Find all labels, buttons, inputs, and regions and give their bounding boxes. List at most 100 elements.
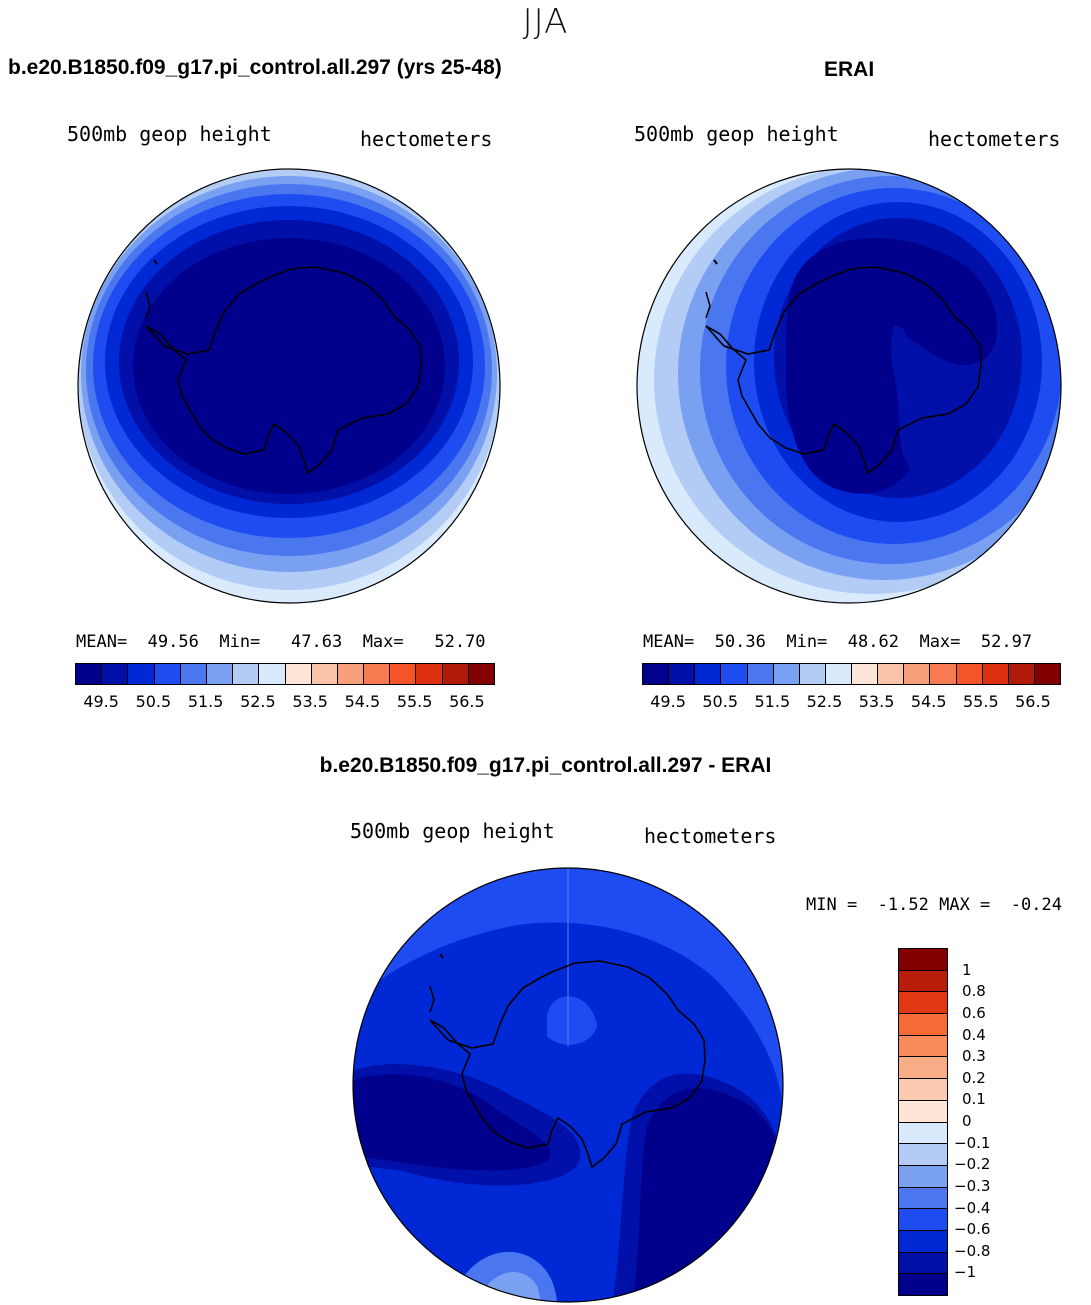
colorbar-tick-label: −1: [954, 1263, 977, 1282]
obs-colorbar-labels: 49.5 50.5 51.5 52.5 53.5 54.5 55.5 56.5: [642, 692, 1059, 712]
colorbar-tick-label: 49.5: [650, 692, 686, 711]
colorbar-tick-label: −0.1: [954, 1133, 991, 1152]
colorbar-swatch: [899, 1079, 947, 1101]
colorbar-tick-label: 0: [962, 1112, 972, 1130]
colorbar-swatch: [899, 1057, 947, 1080]
colorbar-swatch: [259, 664, 286, 684]
colorbar-swatch: [899, 970, 947, 993]
colorbar-swatch: [747, 664, 774, 684]
diff-units-label: hectometers: [644, 824, 777, 848]
colorbar-tick-label: −0.8: [954, 1241, 991, 1260]
colorbar-swatch: [416, 664, 443, 684]
obs-max-value: 52.97: [980, 632, 1033, 652]
colorbar-swatch: [899, 1014, 947, 1036]
colorbar-swatch: [442, 664, 469, 684]
diff-colorbar-labels: 1 0.8 0.6 0.4 0.3 0.2 0.1 0 −0.1 −0.2 −0.3 −0.4 −0.6…: [954, 948, 1046, 1294]
colorbar-swatch: [1034, 664, 1060, 684]
obs-stats: MEAN= 50.36 Min= 48.62 Max= 52.97: [643, 632, 1032, 652]
colorbar-swatch: [899, 992, 947, 1015]
colorbar-swatch: [364, 664, 391, 684]
model-colorbar-labels: 49.5 50.5 51.5 52.5 53.5 54.5 55.5 56.5: [75, 692, 493, 712]
model-polar-map: [77, 168, 501, 604]
obs-min-value: 48.62: [847, 632, 899, 652]
model-mean-value: 49.56: [147, 632, 199, 652]
colorbar-tick-label: 53.5: [858, 692, 895, 711]
colorbar-tick-label: 0.3: [962, 1047, 986, 1066]
colorbar-swatch: [899, 949, 947, 971]
colorbar-swatch: [899, 1144, 947, 1166]
model-mean-label: MEAN=: [76, 632, 128, 652]
colorbar-tick-label: 0.1: [962, 1090, 986, 1109]
colorbar-tick-label: 50.5: [135, 692, 172, 711]
model-stats: MEAN= 49.56 Min= 47.63 Max= 52.70: [76, 632, 486, 652]
colorbar-swatch: [180, 664, 207, 684]
colorbar-swatch: [76, 664, 103, 684]
model-max-label: Max=: [362, 632, 404, 652]
colorbar-tick-label: 55.5: [963, 692, 999, 711]
colorbar-tick-label: 51.5: [754, 692, 791, 711]
colorbar-swatch: [899, 1209, 947, 1231]
colorbar-swatch: [721, 664, 748, 684]
obs-units-label: hectometers: [928, 127, 1061, 151]
colorbar-swatch: [899, 1187, 947, 1210]
diff-min-label: MIN =: [806, 895, 858, 915]
colorbar-tick-label: 52.5: [806, 692, 843, 711]
colorbar-swatch: [956, 664, 983, 684]
diff-colorbar: [898, 948, 948, 1296]
colorbar-tick-label: 1: [962, 960, 972, 979]
colorbar-tick-label: 0.8: [962, 982, 986, 1001]
obs-mean-value: 50.36: [714, 632, 766, 652]
colorbar-swatch: [799, 664, 826, 684]
colorbar-tick-label: 52.5: [240, 692, 276, 711]
colorbar-swatch: [899, 1252, 947, 1275]
diff-max-value: -0.24: [1010, 895, 1062, 915]
obs-max-label: Max=: [919, 632, 961, 652]
colorbar-swatch: [311, 664, 338, 684]
colorbar-tick-label: −0.4: [954, 1198, 991, 1217]
colorbar-swatch: [154, 664, 181, 684]
colorbar-tick-label: 50.5: [702, 692, 738, 711]
colorbar-swatch: [285, 664, 312, 684]
colorbar-tick-label: 0.6: [962, 1003, 986, 1022]
colorbar-tick-label: 54.5: [910, 692, 947, 711]
colorbar-tick-label: −0.6: [954, 1220, 991, 1239]
colorbar-swatch: [930, 664, 957, 684]
colorbar-tick-label: 55.5: [396, 692, 433, 711]
obs-colorbar: [642, 663, 1061, 685]
diff-variable-label: 500mb geop height: [350, 819, 555, 843]
colorbar-swatch: [337, 664, 365, 684]
diff-polar-map: [352, 867, 784, 1303]
obs-mean-label: MEAN=: [643, 632, 695, 652]
colorbar-swatch: [1008, 664, 1035, 684]
colorbar-swatch: [899, 1035, 947, 1058]
season-title: JJA: [522, 2, 569, 42]
colorbar-swatch: [128, 664, 155, 684]
colorbar-swatch: [643, 664, 670, 684]
diff-stats: MIN = -1.52 MAX = -0.24: [806, 895, 1062, 915]
model-colorbar: [75, 663, 495, 685]
model-panel-title: b.e20.B1850.f09_g17.pi_control.all.297 (…: [8, 56, 502, 79]
model-units-label: hectometers: [360, 127, 493, 151]
colorbar-swatch: [899, 1165, 947, 1188]
colorbar-tick-label: 0.4: [962, 1025, 986, 1044]
colorbar-tick-label: −0.2: [954, 1155, 991, 1174]
model-min-value: 47.63: [291, 632, 343, 652]
colorbar-swatch: [982, 664, 1009, 684]
colorbar-swatch: [206, 664, 234, 684]
diff-antarctica-coastline: [429, 960, 706, 1169]
colorbar-swatch: [390, 664, 417, 684]
diff-panel-title: b.e20.B1850.f09_g17.pi_control.all.297 -…: [319, 754, 772, 777]
obs-polar-map: [636, 168, 1062, 604]
diff-max-label: MAX =: [939, 895, 991, 915]
colorbar-swatch: [773, 664, 800, 684]
colorbar-swatch: [233, 664, 260, 684]
model-antarctica-coastline: [145, 266, 422, 475]
model-variable-label: 500mb geop height: [67, 122, 272, 146]
model-max-value: 52.70: [434, 632, 486, 652]
colorbar-tick-label: 56.5: [1015, 692, 1051, 711]
obs-min-label: Min=: [786, 632, 828, 652]
colorbar-swatch: [904, 664, 931, 684]
colorbar-tick-label: 49.5: [83, 692, 119, 711]
colorbar-swatch: [899, 1230, 947, 1253]
colorbar-tick-label: 53.5: [292, 692, 328, 711]
